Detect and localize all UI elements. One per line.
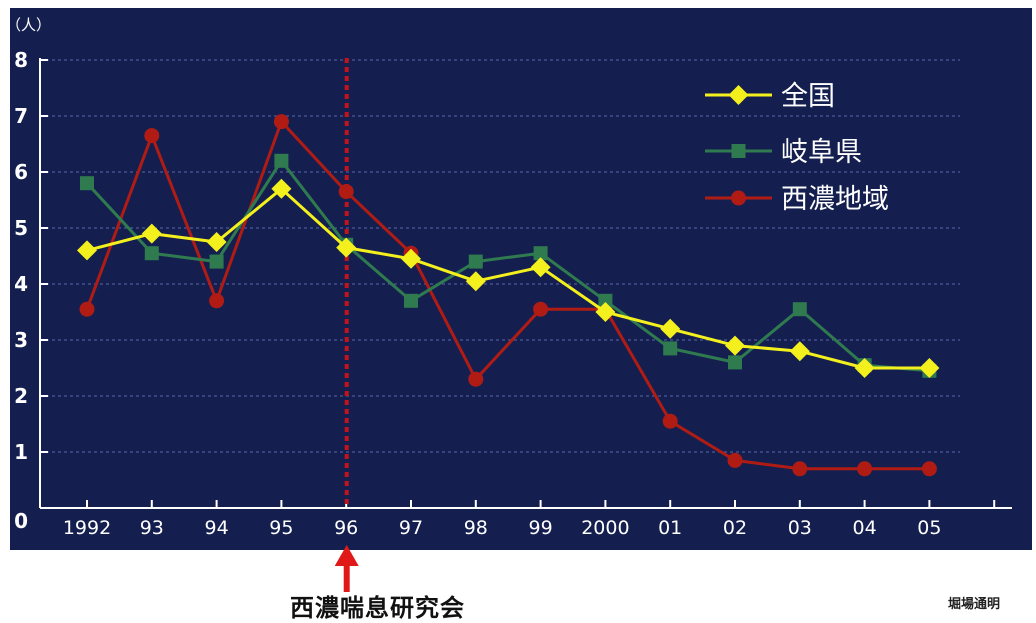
data-point xyxy=(271,178,292,199)
annotation-label: 西濃喘息研究会 xyxy=(290,594,465,622)
y-tick-label: 4 xyxy=(14,272,28,296)
data-point xyxy=(598,293,613,308)
legend-item: 全国 xyxy=(705,81,835,112)
legend-label: 全国 xyxy=(781,81,835,112)
data-point xyxy=(725,335,745,356)
data-point xyxy=(144,128,160,144)
data-point xyxy=(209,254,224,269)
data-point xyxy=(336,237,357,258)
legend-marker xyxy=(731,144,746,158)
data-point xyxy=(404,293,418,308)
x-tick-label: 05 xyxy=(917,517,941,539)
data-point xyxy=(662,413,678,429)
data-point xyxy=(144,246,159,261)
x-tick-label: 93 xyxy=(140,517,164,539)
data-point xyxy=(530,257,551,278)
credit-text: 堀場通明 xyxy=(948,597,1001,612)
data-point xyxy=(77,240,97,261)
data-point xyxy=(468,371,484,387)
data-point xyxy=(274,153,289,168)
x-tick-label: 99 xyxy=(529,517,553,539)
series-line xyxy=(85,159,930,373)
data-point xyxy=(468,254,483,269)
data-point xyxy=(919,358,940,378)
legend-marker xyxy=(728,85,749,105)
y-tick-label: 3 xyxy=(14,328,28,352)
data-point xyxy=(338,184,354,200)
data-point xyxy=(789,341,810,362)
x-tick-label: 95 xyxy=(269,517,293,539)
y-tick-label: 6 xyxy=(14,160,28,184)
x-tick-label: 04 xyxy=(853,517,877,539)
series-lines xyxy=(77,114,940,477)
y-tick-label: 2 xyxy=(14,384,28,408)
data-point xyxy=(792,302,807,317)
x-tick-label: 1992 xyxy=(63,517,111,539)
data-point xyxy=(209,293,225,309)
legend-item: 西濃地域 xyxy=(705,184,889,215)
data-point xyxy=(854,358,875,378)
x-tick-label: 2000 xyxy=(581,517,629,539)
data-point xyxy=(727,452,743,468)
data-point xyxy=(792,461,808,477)
data-point xyxy=(533,246,548,261)
annotation-arrow xyxy=(334,545,359,592)
arrow-head xyxy=(334,545,359,566)
data-point xyxy=(857,461,873,477)
data-point xyxy=(595,302,616,322)
x-tick-label: 98 xyxy=(464,517,488,539)
series-0 xyxy=(77,178,940,378)
data-point xyxy=(728,355,742,370)
x-tick-label: 97 xyxy=(399,517,423,539)
legend-item: 岐阜県 xyxy=(705,137,862,168)
data-point xyxy=(663,341,678,356)
y-tick-label: 5 xyxy=(14,216,28,240)
y-tick-label: 7 xyxy=(14,104,28,128)
data-point xyxy=(80,176,94,191)
legend-label: 西濃地域 xyxy=(781,184,889,215)
legend-label: 岐阜県 xyxy=(781,137,862,168)
data-point xyxy=(660,318,681,339)
x-tick-label: 96 xyxy=(334,517,358,539)
y-tick-label: 8 xyxy=(14,48,28,72)
data-point xyxy=(465,271,486,292)
data-point xyxy=(79,301,95,317)
data-point xyxy=(273,114,289,130)
data-point xyxy=(401,248,421,269)
series-line xyxy=(85,120,930,471)
x-tick-label: 01 xyxy=(658,517,682,539)
data-point xyxy=(206,232,227,252)
x-tick-label: 03 xyxy=(788,517,812,539)
data-point xyxy=(141,223,162,244)
data-point xyxy=(921,461,937,477)
y-unit-label: （人） xyxy=(6,16,51,34)
data-point xyxy=(533,301,549,317)
x-tick-label: 94 xyxy=(205,517,229,539)
series-line xyxy=(86,187,930,370)
legend-marker xyxy=(731,190,746,206)
x-tick-label: 02 xyxy=(723,517,747,539)
plot-background xyxy=(10,8,1032,550)
y-tick-label: 0 xyxy=(14,509,28,533)
y-tick-label: 1 xyxy=(14,440,28,464)
